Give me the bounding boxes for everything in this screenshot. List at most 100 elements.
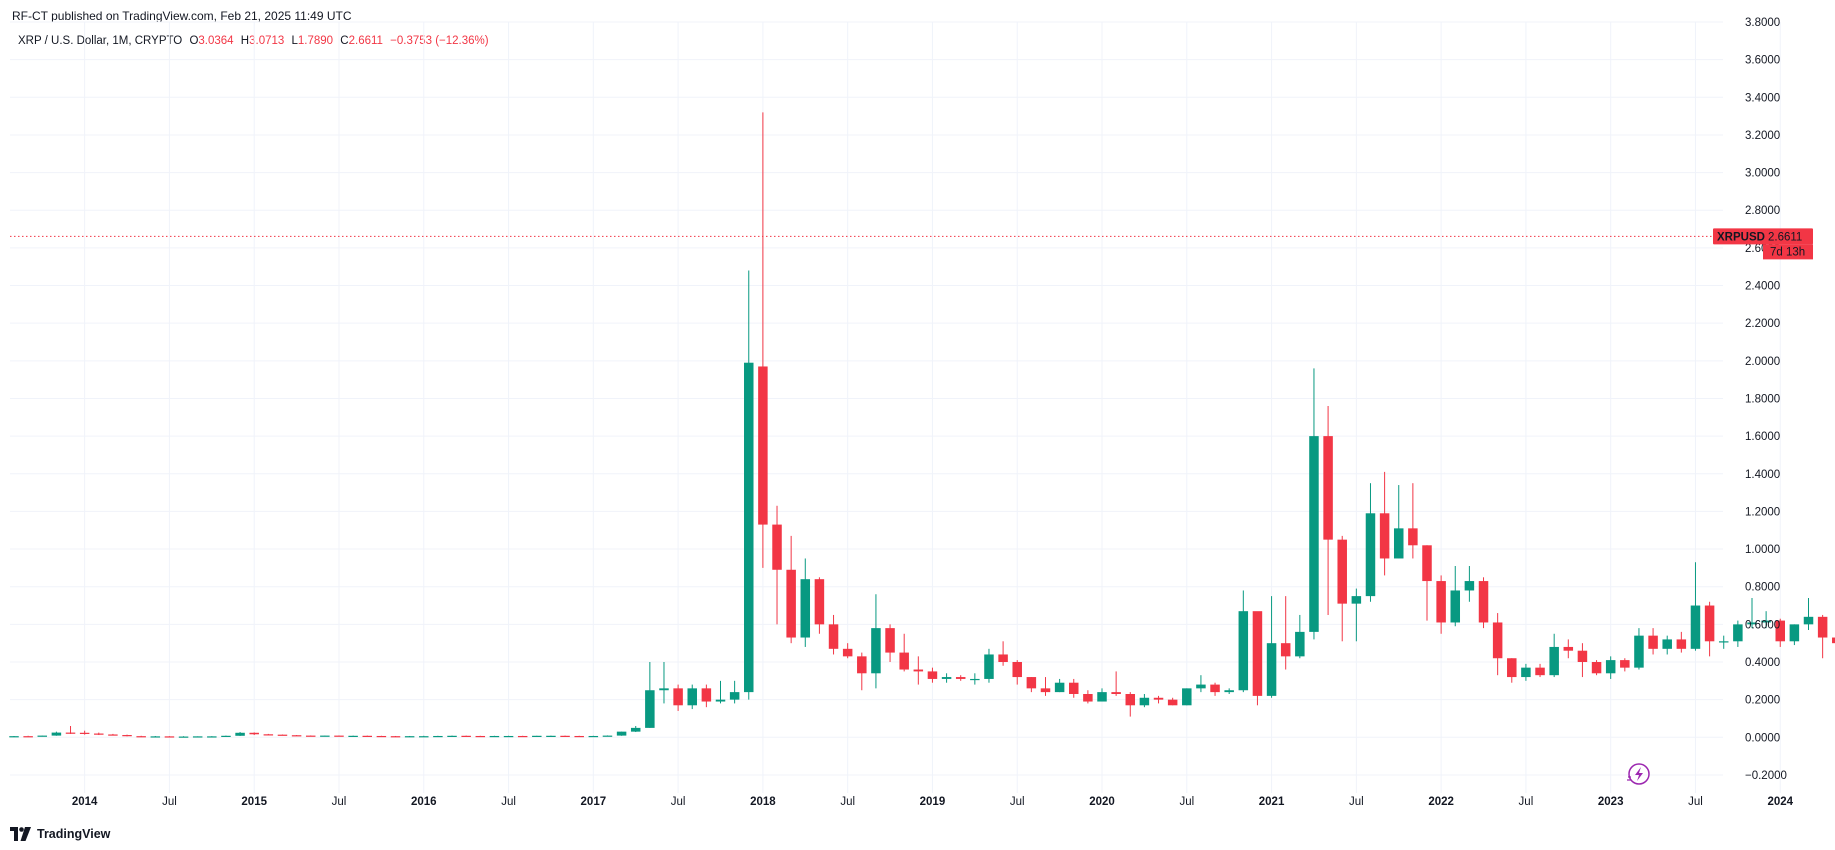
candle-body (899, 652, 909, 670)
candle-body (122, 735, 132, 737)
candle (1054, 678, 1065, 693)
candle-body (178, 736, 189, 738)
candles (9, 112, 1835, 738)
candle (546, 735, 556, 737)
candle (1605, 656, 1616, 679)
time-tick-label: Jul (840, 796, 855, 808)
candle (1422, 545, 1432, 621)
candle (1577, 643, 1588, 678)
candle-body (1408, 528, 1418, 546)
candle-body (744, 362, 754, 693)
candle-body (1591, 662, 1602, 674)
candle (207, 736, 217, 738)
time-axis[interactable]: 2014 Jul 2015 Jul 2016 Jul 2017 Jul 2018 Jul 2019 J… (72, 796, 1835, 808)
candle (178, 736, 189, 738)
candle-body (1662, 639, 1672, 649)
candle-body (532, 735, 542, 737)
candle (461, 735, 471, 737)
candle-body (1153, 697, 1164, 700)
candle-body (433, 735, 443, 738)
candle (1620, 658, 1630, 672)
candle (65, 726, 76, 734)
candle (37, 735, 48, 737)
candle (489, 735, 500, 738)
candle-body (305, 735, 316, 737)
candle (899, 633, 909, 672)
lightning-icon[interactable] (1627, 763, 1650, 785)
candle (1125, 692, 1136, 717)
candle (941, 673, 952, 683)
candle-body (348, 735, 358, 737)
candle-body (334, 735, 344, 737)
candle-body (1605, 660, 1616, 674)
candle-body (1182, 688, 1192, 706)
price-tag-value: 2.6611 (1768, 231, 1802, 243)
candle-body (37, 735, 48, 737)
price-tick-label: 0.8000 (1745, 582, 1780, 594)
time-tick-label: Jul (1349, 796, 1364, 808)
time-tick-label: 2020 (1089, 796, 1115, 808)
candle (1153, 695, 1164, 704)
candle-body (65, 732, 76, 734)
price-tick-label: 1.8000 (1745, 393, 1780, 405)
candle (1478, 577, 1489, 629)
candle-body (828, 624, 839, 649)
candle-body (1139, 697, 1150, 706)
open-value: 3.0364 (198, 35, 234, 47)
candle-body (1054, 682, 1065, 693)
candle (772, 505, 782, 625)
candle (1789, 624, 1800, 646)
low-label: L (291, 35, 298, 47)
candle (814, 577, 825, 634)
time-tick-label: Jul (162, 796, 177, 808)
candle (320, 735, 330, 737)
time-tick-label: 2023 (1598, 796, 1624, 808)
candle (1139, 694, 1150, 708)
footer-brand[interactable]: TradingView (10, 825, 110, 843)
candle-body (51, 732, 62, 736)
candle (1012, 660, 1022, 685)
price-tick-label: 1.2000 (1745, 506, 1780, 518)
candle (23, 735, 33, 738)
candle (1280, 596, 1291, 670)
candle-body (164, 736, 175, 738)
candle-body (1323, 436, 1333, 540)
candlestick-chart[interactable]: −0.2000 0.0000 0.2000 0.4000 0.6000 0.8000 1.0… (0, 0, 1835, 820)
price-axis[interactable]: −0.2000 0.0000 0.2000 0.4000 0.6000 0.8000 1.0… (1735, 0, 1787, 820)
candle-body (955, 677, 966, 679)
price-tick-label: 1.4000 (1745, 469, 1780, 481)
candle-body (1803, 616, 1814, 625)
candle (871, 594, 881, 689)
candle (588, 735, 599, 738)
candle-body (1436, 581, 1446, 623)
candle (1832, 637, 1835, 644)
price-tick-label: 1.0000 (1745, 544, 1780, 556)
candle-body (1733, 624, 1743, 642)
change-value: −0.3753 (−12.36%) (390, 35, 489, 47)
candle-body (1337, 539, 1347, 604)
candle (1549, 633, 1559, 678)
candle (857, 652, 867, 691)
candle (574, 735, 584, 738)
candle-body (758, 366, 768, 525)
candle (786, 535, 796, 644)
candle (1083, 690, 1093, 704)
time-tick-label: 2015 (241, 796, 267, 808)
candle-body (1210, 684, 1220, 693)
candle-body (1083, 694, 1093, 702)
candle (362, 735, 372, 737)
candle-body (23, 736, 33, 738)
candle (1676, 631, 1687, 653)
candle (927, 667, 938, 683)
candle-body (1832, 637, 1835, 644)
candle-body (1125, 694, 1136, 706)
candle (1507, 658, 1517, 683)
candle-body (79, 732, 90, 734)
candle (1238, 590, 1249, 693)
time-tick-label: Jul (1179, 796, 1194, 808)
candle (800, 558, 811, 647)
candle-body (1817, 616, 1828, 638)
candle (447, 735, 457, 737)
candle (1252, 611, 1263, 706)
time-tick-label: 2021 (1259, 796, 1285, 808)
